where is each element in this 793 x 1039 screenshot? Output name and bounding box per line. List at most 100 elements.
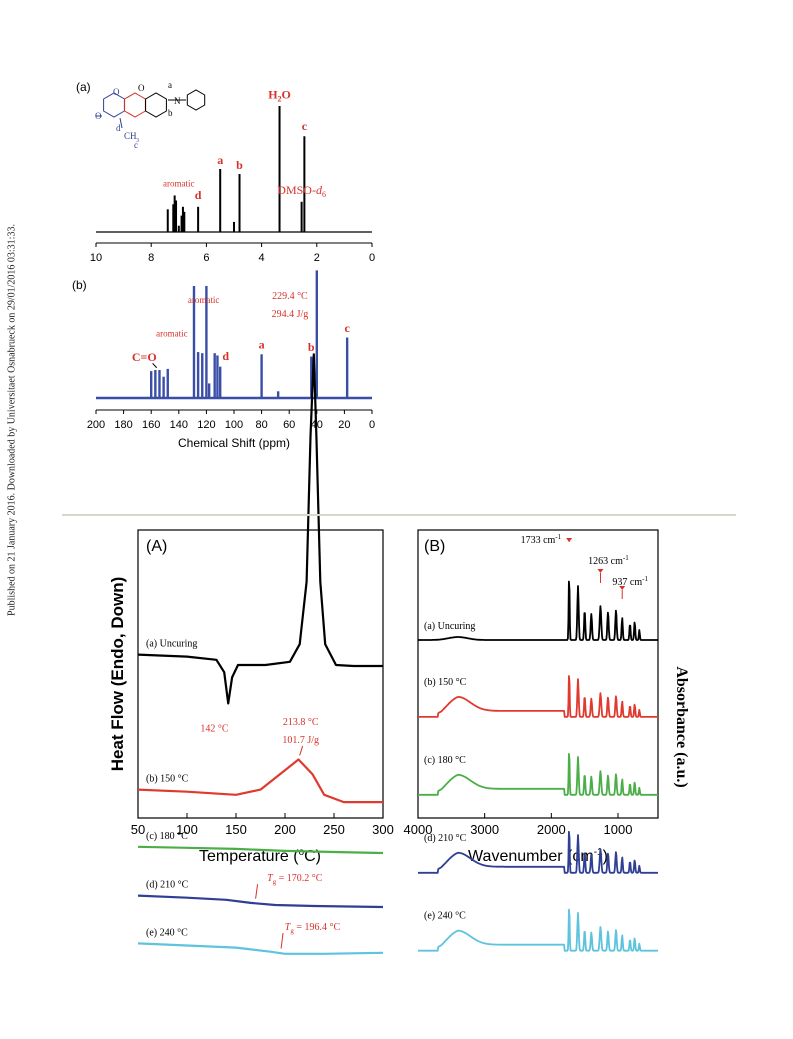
panel-B-frame <box>417 529 659 819</box>
panel-a-annotation: d <box>195 188 202 202</box>
panel-A-tick-label: 200 <box>274 822 296 837</box>
panel-b-annotation: aromatic <box>156 328 187 338</box>
panel-b-tick-label: 120 <box>197 419 215 431</box>
panel-A-series-label: (c) 180 °C <box>146 831 188 842</box>
section-divider <box>62 514 736 516</box>
panel-A-annotation: 101.7 J/g <box>282 735 319 746</box>
panel-a-tick-label: 8 <box>148 252 154 264</box>
panel-B-arrowhead <box>619 586 626 590</box>
panel-A-annotation: 213.8 °C <box>283 717 319 728</box>
panel-B-tick-label: 2000 <box>537 822 566 837</box>
panel-B-series-line <box>417 908 659 952</box>
panel-A-series-label: (b) 150 °C <box>146 774 189 785</box>
structure-label: d <box>116 123 121 133</box>
panel-b-annotation: d <box>222 349 229 363</box>
structure-label: 3 <box>136 138 139 144</box>
panel-a-annotation: b <box>236 158 243 172</box>
panel-A-tick-label: 150 <box>225 822 247 837</box>
structure-label: O <box>138 83 145 93</box>
panel-b-tick-label: 20 <box>338 419 350 431</box>
panel-B-annotation: 1263 cm-1 <box>588 554 629 567</box>
panel-a-tick-label: 0 <box>369 252 375 264</box>
structure-label: CH <box>124 131 137 141</box>
panel-b-annotation: a <box>259 338 265 352</box>
panel-A-tick-label: 50 <box>131 822 145 837</box>
panel-a-tick-label: 2 <box>314 252 320 264</box>
panel-A-series-line <box>137 353 383 705</box>
panel-A-annotation: 294.4 J/g <box>272 309 309 320</box>
panel-A-arrow <box>299 745 304 756</box>
panel-B-series-label: (d) 210 °C <box>424 833 467 844</box>
panel-A-series-line <box>137 942 384 955</box>
panel-A-series-line <box>137 894 384 909</box>
panel-b-annotation: aromatic <box>188 295 219 305</box>
panel-A-series-line <box>137 845 384 855</box>
panel-a-annotation: a <box>217 153 223 167</box>
panel-b-tick-label: 0 <box>369 419 375 431</box>
panel-B-tick-label: 3000 <box>470 822 499 837</box>
panel-a-label: (a) <box>76 80 91 94</box>
panel-b-tick-label: 200 <box>87 419 105 431</box>
panel-b-tick-label: 160 <box>142 419 160 431</box>
panel-A-arrow <box>255 884 259 899</box>
panel-B-arrowhead <box>566 538 573 542</box>
structure-ring <box>145 92 167 118</box>
panel-A-series-line <box>137 758 383 804</box>
panel-a-tick-label: 10 <box>90 252 102 264</box>
panel-b-annotation: b <box>308 340 315 354</box>
panel-B-x-label: Wavenumber (cm-1) <box>468 847 608 865</box>
panel-b-x-label: Chemical Shift (ppm) <box>178 436 290 450</box>
panel-B-series-line <box>417 580 659 641</box>
panel-b-tick-label: 140 <box>170 419 188 431</box>
panel-A-y-label: Heat Flow (Endo, Down) <box>108 577 127 772</box>
panel-b-arrow <box>152 362 158 369</box>
panel-b-annotation: c <box>344 321 350 335</box>
panel-A-series-label: (d) 210 °C <box>146 880 189 891</box>
structure-label: O <box>95 111 102 121</box>
panel-B-tick-label: 1000 <box>604 822 633 837</box>
panel-A-frame <box>137 529 384 819</box>
structure-ring <box>124 92 146 118</box>
panel-B-annotation: 1733 cm-1 <box>521 533 562 546</box>
panel-a-annotation: aromatic <box>163 179 194 189</box>
panel-b-tick-label: 100 <box>225 419 243 431</box>
panel-A-annotation: 142 °C <box>200 723 228 734</box>
panel-B-series-label: (e) 240 °C <box>424 911 466 922</box>
panel-A-tick-label: 250 <box>323 822 345 837</box>
panel-a-annotation: c <box>302 119 308 133</box>
panel-B-series-label: (b) 150 °C <box>424 677 467 688</box>
panel-b-tick-label: 180 <box>114 419 132 431</box>
panel-A-tick-label: 300 <box>372 822 394 837</box>
panel-A-tick-label: 100 <box>176 822 198 837</box>
panel-b-annotation: C=O <box>132 350 157 364</box>
panel-a-tick-label: 4 <box>259 252 265 264</box>
structure-bond <box>119 117 123 129</box>
structure-label: b <box>168 108 173 118</box>
structure-label: c <box>134 140 138 150</box>
panel-B-series-line <box>417 753 659 796</box>
panel-a-tick-label: 6 <box>203 252 209 264</box>
panel-B-series-label: (c) 180 °C <box>424 755 466 766</box>
structure-ring <box>186 89 206 111</box>
panel-B-annotation: 937 cm-1 <box>612 575 648 588</box>
panel-A-series-label: (e) 240 °C <box>146 927 188 938</box>
panel-B-series-line <box>417 830 659 874</box>
panel-A-annotation: Tg = 196.4 °C <box>285 922 341 935</box>
structure-label: O <box>113 87 120 97</box>
panel-B-y-label: Absorbance (a.u.) <box>673 666 690 787</box>
panel-A-annotation: Tg = 170.2 °C <box>267 873 323 886</box>
panel-B-tick-label: 4000 <box>404 822 433 837</box>
panel-B-arrowhead <box>597 569 604 573</box>
panel-A-arrow <box>280 932 284 949</box>
panel-b-tick-label: 60 <box>283 419 295 431</box>
panel-A-series-label: (a) Uncuring <box>146 639 197 650</box>
panel-b-tick-label: 80 <box>255 419 267 431</box>
panel-B-ftir: (B) 4000 3000 2000 1000 Wavenumber (cm-1) Abso… <box>404 529 690 952</box>
panel-B-series-label: (a) Uncuring <box>424 621 475 632</box>
